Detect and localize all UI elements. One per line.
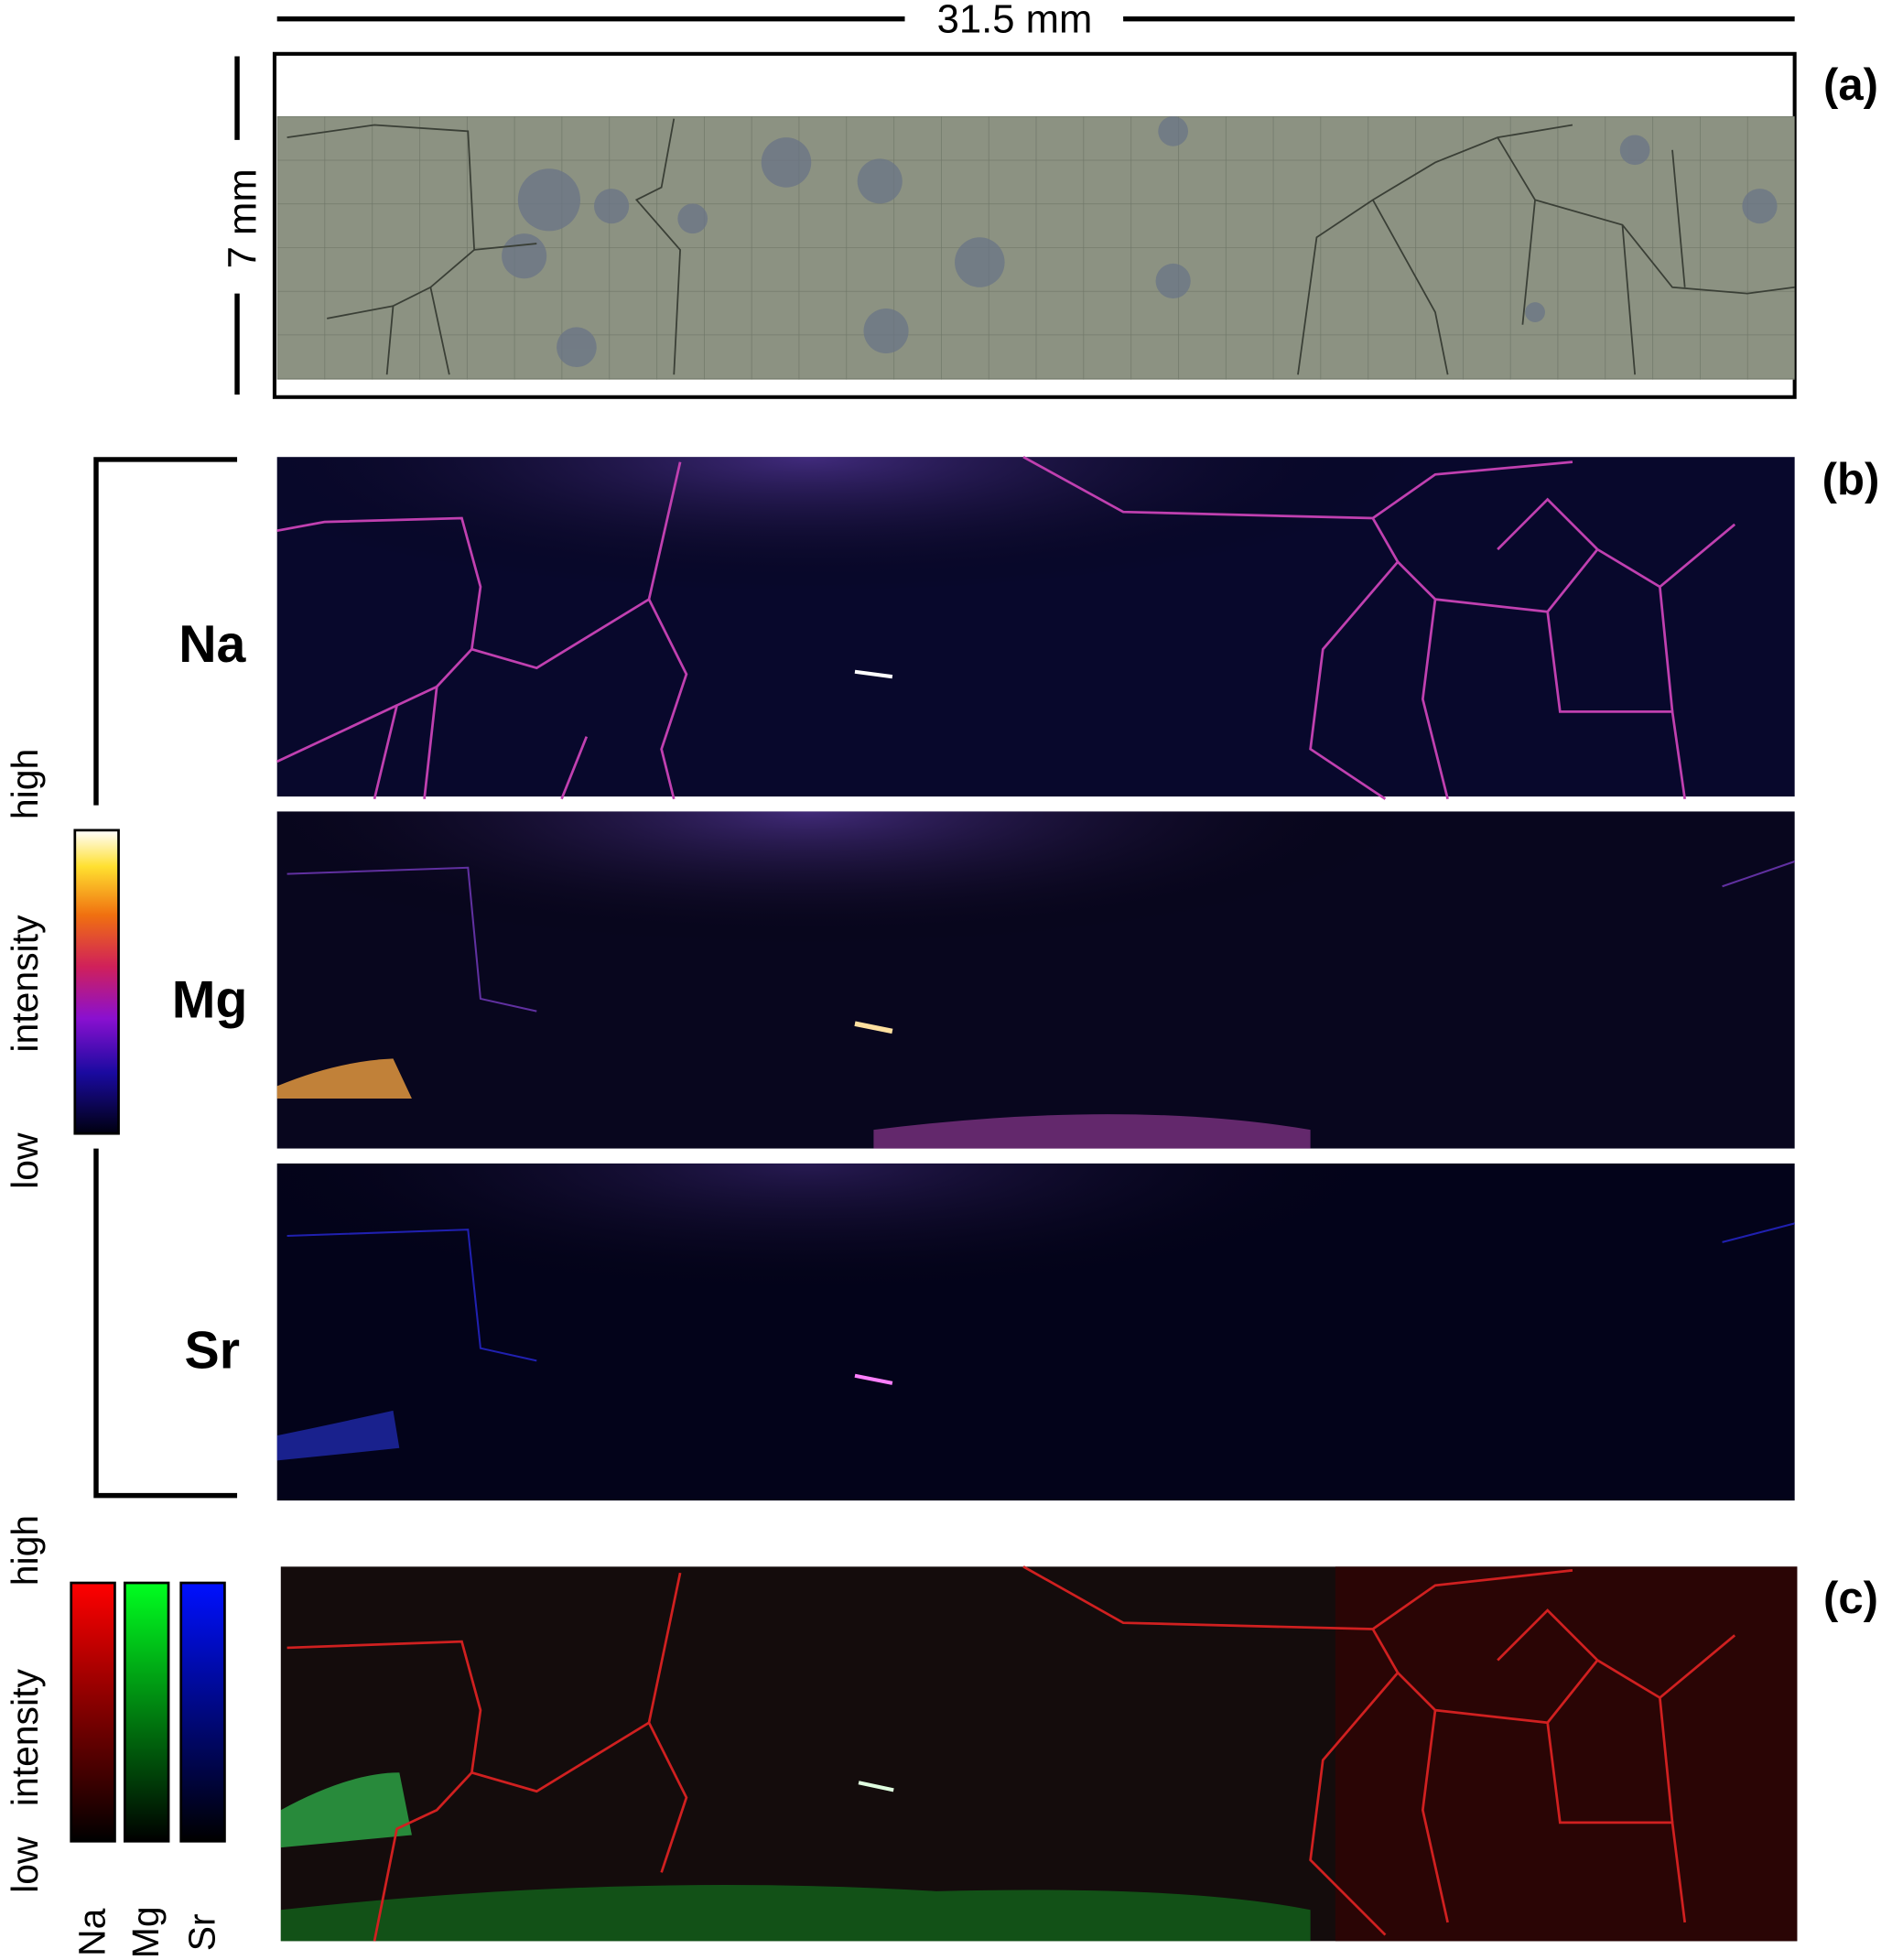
colorbar [123,1581,170,1843]
scale-label: 31.5 mm [937,0,1093,42]
element-map [276,811,1795,1149]
channel-label: Sr [181,1913,223,1951]
colorbar-high: high [4,749,46,819]
element-label: Sr [185,1322,240,1381]
colorbar-low: low [4,1132,46,1189]
colorbar-low: low [4,1836,46,1893]
composite-map [280,1565,1798,1942]
colorbar [179,1581,226,1843]
micrograph [276,115,1795,380]
panel-label: (a) [1823,60,1878,110]
colorbar-high: high [4,1515,46,1586]
panel-label: (b) [1822,455,1880,504]
element-map [276,1163,1795,1501]
channel-label: Mg [124,1906,167,1958]
scale-label: 7 mm [222,168,265,268]
colorbar-title: intensity [4,1669,46,1807]
channel-label: Na [71,1908,114,1956]
panel-label: (c) [1823,1574,1878,1623]
element-label: Mg [172,970,248,1029]
bracket [93,457,238,1499]
colorbar [70,1581,116,1843]
colorbar [73,828,120,1135]
element-label: Na [178,615,246,674]
colorbar-title: intensity [4,915,46,1053]
element-map [276,456,1795,800]
